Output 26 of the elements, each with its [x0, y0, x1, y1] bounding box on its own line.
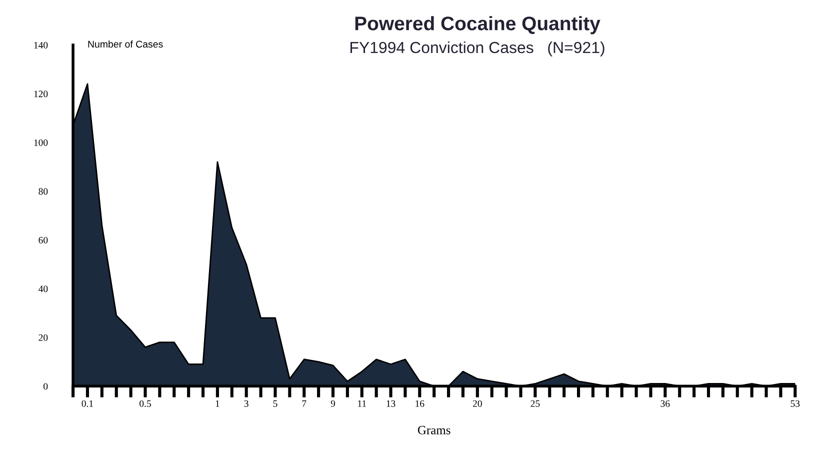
x-tick-label: 9 — [330, 400, 336, 407]
x-tick-label: 36 — [660, 400, 670, 407]
x-tick-label: 7 — [302, 400, 306, 407]
y-tick-label: 80 — [38, 188, 48, 195]
x-tick-label: 53 — [790, 400, 800, 407]
y-tick-label: 100 — [34, 139, 48, 146]
x-tick-label: 0.5 — [140, 400, 151, 407]
chart-title: Powered Cocaine Quantity — [355, 16, 600, 34]
y-tick-label: 20 — [38, 334, 48, 341]
x-tick-label: 3 — [244, 400, 248, 407]
x-tick-label: 0.1 — [82, 400, 93, 407]
x-tick-label: 13 — [386, 400, 396, 407]
x-tick-label: 1 — [216, 400, 220, 407]
x-tick-label: 20 — [472, 400, 482, 407]
x-axis-title: Grams — [418, 426, 450, 434]
y-tick-label: 120 — [34, 90, 48, 98]
x-tick-label: 11 — [358, 400, 366, 407]
chart-subtitle: FY1994 Conviction Cases (N=921) — [350, 41, 604, 56]
y-tick-label: 0 — [44, 383, 48, 390]
y-tick-label: 60 — [38, 236, 48, 244]
x-tick-label: 16 — [416, 400, 424, 407]
x-tick-label: 25 — [530, 400, 540, 407]
y-tick-label: 140 — [34, 42, 48, 48]
y-tick-label: 40 — [38, 286, 48, 292]
y-axis-title: Number of Cases — [88, 40, 163, 48]
x-tick-label: 5 — [273, 400, 278, 407]
